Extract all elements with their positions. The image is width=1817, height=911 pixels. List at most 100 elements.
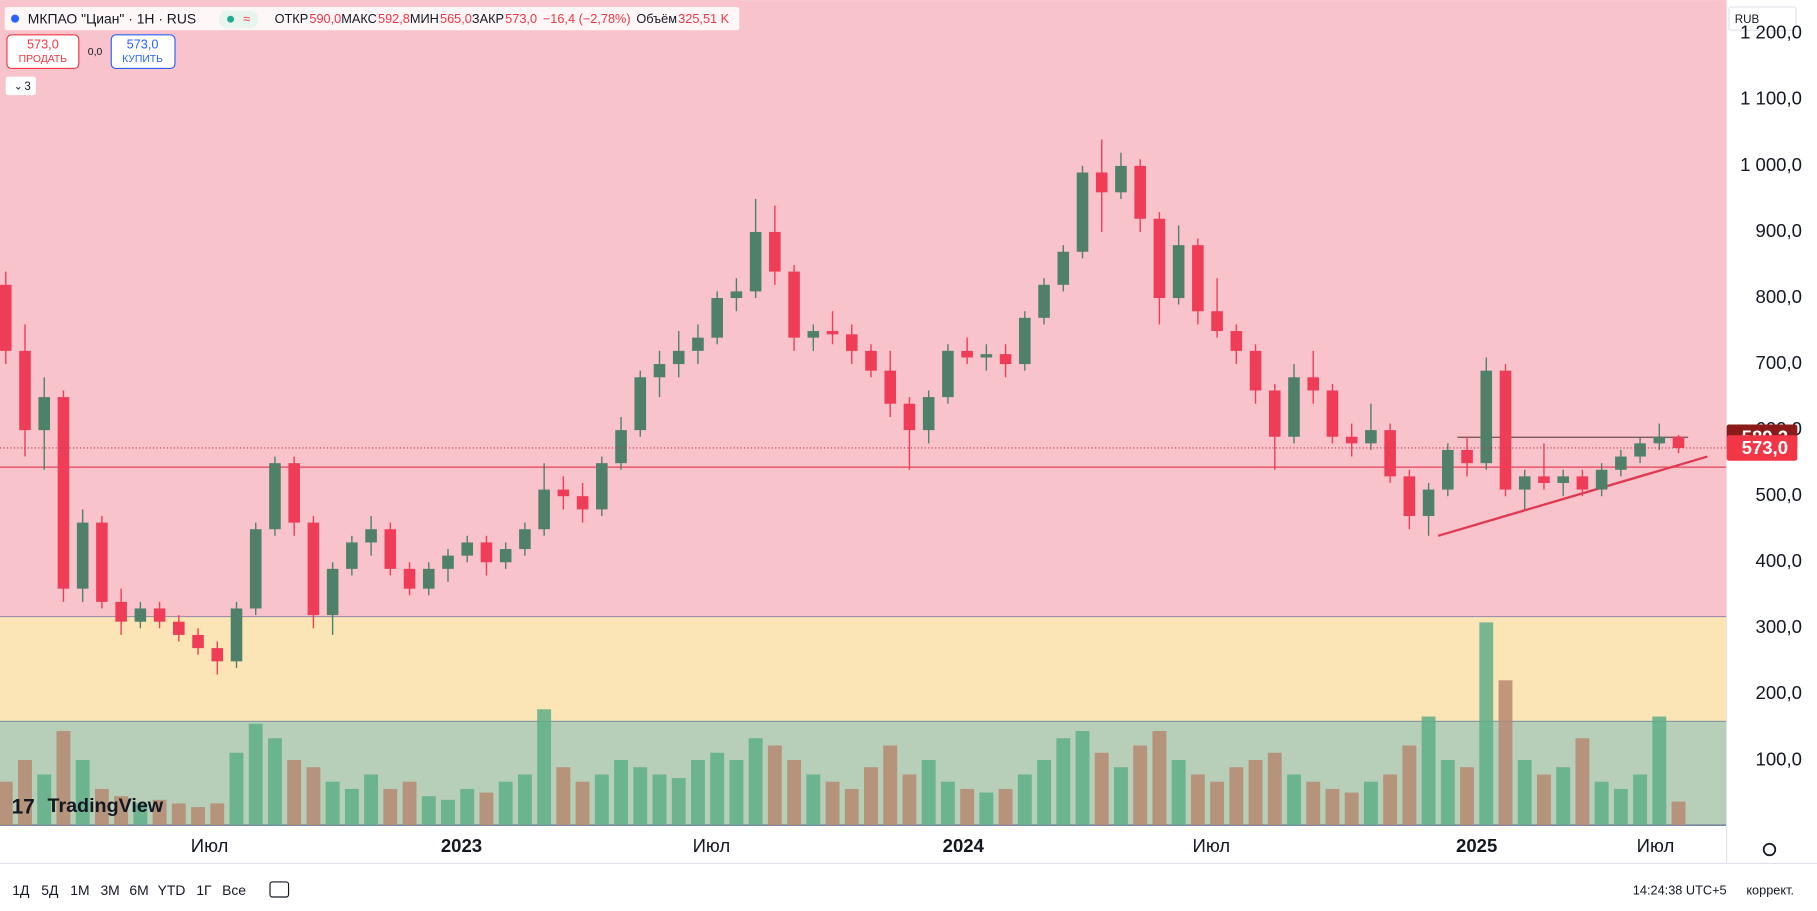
indicators-toggle[interactable]: ⌄ 3 bbox=[5, 76, 36, 96]
volume-bar bbox=[844, 788, 859, 826]
replay-icon[interactable] bbox=[269, 881, 290, 898]
candle-body bbox=[845, 334, 858, 351]
candle-body bbox=[249, 529, 262, 609]
ohlc-label: ЗАКР bbox=[472, 11, 504, 26]
volume-bar bbox=[1517, 759, 1532, 826]
candle-body bbox=[1634, 443, 1646, 457]
sell-label[interactable]: ПРОДАТЬ bbox=[19, 54, 68, 65]
range-button[interactable]: YTD bbox=[158, 882, 186, 898]
candle-body bbox=[1249, 350, 1262, 391]
legend-box bbox=[4, 7, 740, 31]
range-button[interactable]: 1Д bbox=[12, 882, 30, 898]
currency[interactable]: RUB bbox=[1735, 14, 1760, 26]
buy-label[interactable]: КУПИТЬ bbox=[122, 54, 163, 65]
trend-line bbox=[1437, 455, 1708, 537]
clock: 14:24:38 UTC+5 bbox=[1633, 883, 1727, 898]
range-button[interactable]: Все bbox=[222, 882, 246, 898]
volume-bar bbox=[114, 796, 129, 826]
range-button[interactable]: 3М bbox=[100, 882, 119, 898]
candle-body bbox=[153, 608, 166, 622]
sell-box[interactable] bbox=[6, 34, 80, 70]
range-button[interactable]: 1М bbox=[70, 882, 89, 898]
ohlc: ОТКР590,0МАКС592,8МИН565,0ЗАКР573,0 −16,4… bbox=[275, 11, 730, 26]
volume-bar bbox=[364, 774, 379, 826]
volume-bar bbox=[787, 759, 802, 826]
candle-body bbox=[1326, 390, 1339, 437]
volume-bar bbox=[633, 767, 648, 826]
y-tick-label: 400,0 bbox=[1756, 550, 1802, 571]
volume-bar bbox=[1037, 759, 1051, 826]
volume-bar bbox=[56, 731, 71, 826]
volume-bar bbox=[1613, 788, 1628, 826]
candle-body bbox=[1461, 449, 1473, 464]
indicators-count[interactable]: 3 bbox=[24, 81, 30, 93]
zone bbox=[0, 617, 1727, 722]
volume-bar bbox=[479, 792, 494, 826]
volume-bar bbox=[1056, 738, 1071, 826]
candle-body bbox=[192, 634, 204, 649]
range-button[interactable]: 5Д bbox=[41, 882, 59, 898]
candle-body bbox=[788, 271, 800, 338]
volume-bar bbox=[1171, 759, 1186, 826]
volume-bar bbox=[864, 767, 878, 826]
volume-bar bbox=[1114, 767, 1128, 826]
ohlc-value: 590,0 bbox=[309, 11, 341, 26]
buy-box[interactable] bbox=[110, 34, 176, 70]
candle-body bbox=[230, 608, 243, 662]
buy-button[interactable]: 573,0 КУПИТЬ bbox=[110, 34, 176, 70]
candle-body bbox=[903, 403, 916, 431]
candle-body bbox=[942, 350, 954, 398]
candle-body bbox=[1365, 430, 1377, 444]
logo-mark: 17 bbox=[12, 795, 35, 818]
candle-body bbox=[134, 608, 147, 622]
candle-body bbox=[826, 331, 839, 335]
currency-select[interactable]: RUB bbox=[1728, 6, 1797, 31]
volume-bar bbox=[1556, 767, 1571, 826]
volume-bar bbox=[1094, 752, 1109, 826]
status-icon: ≈ bbox=[243, 11, 250, 26]
settings-icon[interactable] bbox=[1762, 842, 1777, 857]
currency-box[interactable] bbox=[1728, 6, 1797, 31]
volume-bar bbox=[383, 788, 398, 826]
candle-body bbox=[422, 568, 435, 589]
candle-body bbox=[1230, 331, 1243, 351]
volume-bar bbox=[1440, 759, 1455, 826]
candle-body bbox=[1153, 218, 1166, 299]
x-tick-label: 2024 bbox=[943, 835, 985, 856]
volume-bar bbox=[267, 738, 282, 826]
candle-body bbox=[461, 542, 474, 556]
volume-bar bbox=[1306, 781, 1321, 826]
candle-body bbox=[76, 522, 89, 589]
y-tick-label: 1 100,0 bbox=[1740, 88, 1802, 109]
volume-bar bbox=[614, 759, 628, 826]
candle-body bbox=[115, 601, 127, 622]
candle-body bbox=[288, 463, 300, 523]
volume-bar bbox=[940, 781, 955, 826]
adjust[interactable]: коррект. bbox=[1746, 883, 1794, 898]
sell-price[interactable]: 573,0 bbox=[27, 37, 59, 52]
indicators-box[interactable] bbox=[5, 76, 36, 96]
candle-body bbox=[1672, 436, 1685, 448]
y-tick-label: 1 000,0 bbox=[1740, 154, 1802, 175]
change: −16,4 (−2,78%) bbox=[543, 11, 631, 26]
candle-body bbox=[1057, 251, 1070, 285]
indicators-chevron[interactable]: ⌄ bbox=[14, 82, 23, 93]
price-label-box bbox=[1726, 435, 1798, 461]
volume-bar bbox=[1479, 622, 1494, 826]
range-button[interactable]: 6М bbox=[129, 882, 148, 898]
candle-body bbox=[538, 489, 550, 530]
candle-body bbox=[1211, 311, 1223, 332]
ohlc-value: 565,0 bbox=[440, 11, 472, 26]
range-button[interactable]: 1Г bbox=[196, 882, 212, 898]
volume-bar bbox=[344, 788, 359, 826]
volume-bar bbox=[729, 759, 744, 826]
buy-price[interactable]: 573,0 bbox=[127, 37, 159, 52]
candle-body bbox=[692, 337, 704, 351]
volume-bar bbox=[1325, 788, 1340, 826]
x-tick-label: Июл bbox=[191, 835, 229, 856]
candle-body bbox=[480, 542, 493, 563]
symbol-icon bbox=[11, 14, 20, 23]
volume-bar bbox=[498, 781, 513, 826]
candle-body bbox=[1422, 489, 1435, 517]
sell-button[interactable]: 573,0 ПРОДАТЬ bbox=[6, 34, 80, 70]
